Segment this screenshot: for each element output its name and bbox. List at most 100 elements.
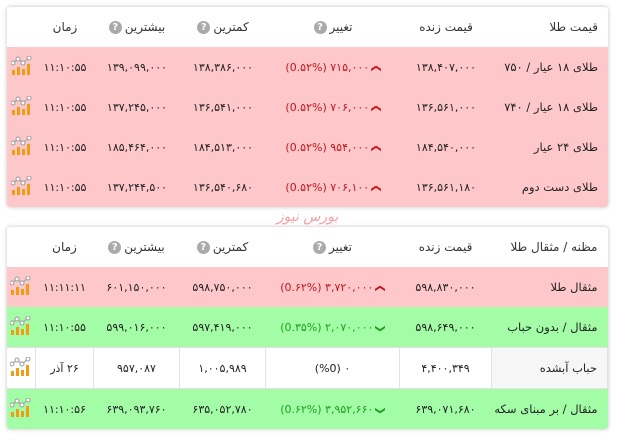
chart-button[interactable] [7, 47, 36, 87]
cell-low: ۱۸۴,۵۱۳,۰۰۰ [180, 127, 266, 167]
arrow-down-icon: ❯ [370, 103, 382, 113]
cell-change: ۰ (%0) [265, 347, 400, 389]
cell-live: ۶۳۹,۰۷۱,۶۸۰ [399, 388, 492, 429]
cell-time: ۲۶ آذر [35, 347, 94, 389]
cell-live: ۱۳۶,۵۶۱,۱۸۰ [400, 167, 492, 207]
cell-low: ۱۳۶,۵۴۰,۶۸۰ [180, 167, 266, 207]
table-row[interactable]: طلای ۱۸ عیار / ۷۴۰ ۱۳۶,۵۶۱,۰۰۰ ❯۷۰۶,۰۰۰ (0… [7, 87, 608, 127]
cell-high: ۱۳۷,۲۴۵,۰۰۰ [94, 87, 180, 127]
chart-button[interactable] [7, 87, 36, 127]
help-icon[interactable]: ? [197, 21, 211, 34]
table-row[interactable]: مثقال طلا ۵۹۸,۸۳۰,۰۰۰ ❯۳,۷۲۰,۰۰۰ (0.۶۲%) ۵۹… [7, 267, 608, 307]
help-icon[interactable]: ? [108, 21, 122, 34]
table-row[interactable]: مثقال / بر مبنای سکه ۶۳۹,۰۷۱,۶۸۰ ❯۳,۹۵۲,۶۶… [7, 388, 608, 429]
table-row[interactable]: طلای ۲۴ عیار ۱۸۴,۵۴۰,۰۰۰ ❯۹۵۴,۰۰۰ (0.۵۲%) ۱… [7, 127, 608, 167]
chart-icon[interactable] [10, 95, 33, 119]
arrow-down-icon: ❯ [375, 283, 387, 293]
cell-change: ❯۷۰۶,۰۰۰ (0.۵۲%) [266, 87, 400, 127]
cell-live: ۵۹۸,۶۴۹,۰۰۰ [399, 307, 492, 348]
table-row[interactable]: طلای ۱۸ عیار / ۷۵۰ ۱۳۸,۴۰۷,۰۰۰ ❯۷۱۵,۰۰۰ (0… [7, 47, 608, 87]
header-name: مظنه / مثقال طلا [510, 240, 598, 254]
cell-time: ۱۱:۱۰:۵۵ [36, 127, 94, 167]
cell-name: مثقال طلا [491, 267, 608, 307]
header-high: بیشترین? [94, 7, 180, 47]
cell-high: ۶۰۱,۱۵۰,۰۰۰ [93, 267, 180, 307]
cell-time: ۱۱:۱۰:۵۵ [36, 87, 94, 127]
header-row: قیمت طلا قیمت زنده تغییر? کمترین? بیشترین? زم… [7, 7, 608, 47]
chart-button[interactable] [7, 127, 36, 167]
chart-icon[interactable] [10, 175, 33, 199]
chart-icon[interactable] [9, 397, 32, 421]
cell-live: ۱۳۶,۵۶۱,۰۰۰ [400, 87, 492, 127]
chart-button[interactable] [7, 388, 36, 429]
cell-time: ۱۱:۱۰:۵۶ [35, 388, 94, 429]
cell-name: طلای ۱۸ عیار / ۷۵۰ [492, 47, 608, 87]
arrow-down-icon: ❯ [370, 143, 382, 153]
cell-time: ۱۱:۱۱:۱۱ [35, 267, 94, 307]
cell-high: ۱۳۹,۰۹۹,۰۰۰ [94, 47, 180, 87]
arrow-up-icon: ❯ [375, 405, 387, 415]
cell-live: ۱۸۴,۵۴۰,۰۰۰ [400, 127, 492, 167]
arrow-down-icon: ❯ [370, 63, 382, 73]
cell-change: ❯۷۰۶,۱۰۰ (0.۵۲%) [266, 167, 400, 207]
cell-low: ۱۳۶,۵۴۱,۰۰۰ [180, 87, 266, 127]
watermark-logo: بورس نیوز [276, 209, 339, 225]
cell-live: ۱۳۸,۴۰۷,۰۰۰ [400, 47, 492, 87]
cell-name: طلای دست دوم [492, 167, 608, 207]
table-row[interactable]: حباب آبشده ۴,۴۰۰,۳۴۹ ۰ (%0) ۱,۰۰۵,۹۸۹ ۹۵۷,۰۸… [7, 347, 608, 389]
cell-high: ۵۹۹,۰۱۶,۰۰۰ [93, 307, 180, 348]
chart-icon[interactable] [9, 275, 32, 299]
arrow-up-icon: ❯ [375, 323, 387, 333]
cell-low: ۵۹۷,۴۱۹,۰۰۰ [179, 307, 266, 348]
cell-name: حباب آبشده [491, 347, 608, 389]
help-icon[interactable]: ? [313, 21, 327, 34]
chart-icon[interactable] [9, 315, 32, 339]
cell-low: ۵۹۸,۷۵۰,۰۰۰ [179, 267, 266, 307]
header-change: تغییر? [266, 227, 400, 267]
cell-low: ۱۳۸,۳۸۶,۰۰۰ [180, 47, 266, 87]
chart-button[interactable] [7, 267, 36, 307]
cell-name: طلای ۱۸ عیار / ۷۴۰ [492, 87, 608, 127]
gold-price-table: قیمت طلا قیمت زنده تغییر? کمترین? بیشترین? زم… [7, 7, 608, 207]
chart-icon[interactable] [10, 55, 33, 79]
header-name: قیمت طلا [549, 20, 598, 34]
cell-live: ۴,۴۰۰,۳۴۹ [399, 347, 492, 389]
cell-change: ❯۳,۷۲۰,۰۰۰ (0.۶۲%) [265, 267, 400, 307]
header-high: بیشترین? [94, 227, 180, 267]
help-icon[interactable]: ? [313, 241, 326, 254]
chart-button[interactable] [7, 167, 36, 207]
header-low: کمترین? [180, 7, 266, 47]
cell-low: ۱,۰۰۵,۹۸۹ [179, 347, 266, 389]
help-icon[interactable]: ? [196, 241, 210, 254]
cell-change: ❯۹۵۴,۰۰۰ (0.۵۲%) [266, 127, 400, 167]
cell-name: مثقال / بدون حباب [491, 307, 608, 348]
cell-time: ۱۱:۱۰:۵۵ [36, 167, 94, 207]
header-live: قیمت زنده [418, 240, 473, 254]
cell-high: ۱۳۷,۲۴۴,۵۰۰ [94, 167, 180, 207]
cell-time: ۱۱:۱۰:۵۵ [35, 307, 94, 348]
cell-time: ۱۱:۱۰:۵۵ [36, 47, 94, 87]
mesghal-price-table: مظنه / مثقال طلا قیمت زنده تغییر? کمترین? بی… [7, 227, 608, 429]
header-chart [7, 7, 36, 47]
table-row[interactable]: طلای دست دوم ۱۳۶,۵۶۱,۱۸۰ ❯۷۰۶,۱۰۰ (0.۵۲%) ۱… [7, 167, 608, 207]
cell-name: مثقال / بر مبنای سکه [491, 388, 608, 429]
chart-button[interactable] [7, 307, 36, 348]
cell-high: ۱۸۵,۴۶۴,۰۰۰ [94, 127, 180, 167]
header-live: قیمت زنده [419, 20, 473, 34]
help-icon[interactable]: ? [108, 241, 122, 254]
chart-icon[interactable] [9, 356, 32, 380]
cell-high: ۹۵۷,۰۸۷ [93, 347, 180, 389]
cell-low: ۶۳۵,۰۵۲,۷۸۰ [179, 388, 266, 429]
cell-change: ❯۳,۹۵۲,۶۶۰ (0.۶۲%) [265, 388, 400, 429]
cell-change: ❯۷۱۵,۰۰۰ (0.۵۲%) [266, 47, 400, 87]
cell-live: ۵۹۸,۸۳۰,۰۰۰ [399, 267, 492, 307]
chart-button[interactable] [7, 347, 36, 389]
header-time: زمان [52, 240, 77, 254]
header-change: تغییر? [266, 7, 400, 47]
chart-icon[interactable] [10, 135, 33, 159]
header-row: مظنه / مثقال طلا قیمت زنده تغییر? کمترین? بی… [7, 227, 608, 267]
header-low: کمترین? [180, 227, 266, 267]
cell-name: طلای ۲۴ عیار [492, 127, 608, 167]
arrow-down-icon: ❯ [370, 183, 382, 193]
table-row[interactable]: مثقال / بدون حباب ۵۹۸,۶۴۹,۰۰۰ ❯۲,۰۷۰,۰۰۰ (… [7, 307, 608, 348]
